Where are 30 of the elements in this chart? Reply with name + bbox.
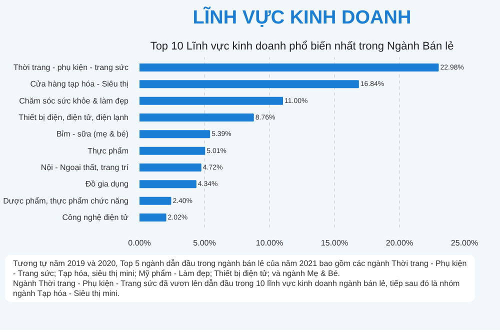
x-tick-label: 0.00% [128,238,151,248]
y-tick-label: Cửa hàng tạp hóa - Siêu thị [30,80,129,89]
y-tick-label: Dược phẩm, thực phẩm chức năng [3,196,129,206]
bar [140,196,172,205]
chart-title: LĨNH VỰC KINH DOANH [192,6,412,28]
y-tick-label: Công nghệ điện tử [62,213,130,222]
bar [140,214,166,222]
bar [140,146,206,155]
bar [140,96,283,105]
bar [140,164,202,172]
y-tick-label: Bỉm - sữa (mẹ & bé) [56,130,129,139]
bar [140,80,359,88]
bar [140,180,196,188]
text: Tương tự năm 2019 và 2020, Top 5 ngành dẫn đầu trong ngành bán lẻ của năm 2021 bao gồm các ngành Thời trang - Phụ kiện - Trang sức; Tạp hóa, siêu thị mini; Mỹ phẩm - Làm đẹp; Thiết bị điện tử; và ngành Mẹ & Bé. [13,259,467,278]
x-tick-label: 15.00% [320,238,348,248]
bar [140,64,439,72]
x-tick-label: 10.00% [256,238,284,248]
y-tick-label: Thiết bị điện, điện tử, điện lạnh [18,113,129,122]
y-tick-label: Chăm sóc sức khỏe & làm đẹp [19,96,130,106]
y-tick-label: Thực phẩm [88,146,129,156]
text: Ngành Thời trang - Phụ kiện - Trang sức đã vươn lên dẫn đầu trong 10 lĩnh vực kinh doanh ngành bán lẻ, tiếp sau đó là nhóm ngành Tạp hóa - Siêu thị mini. [13,279,461,298]
x-tick-label: 5.00% [193,238,216,248]
bar [140,130,210,138]
y-tick-label: Nội - Ngoại thất, trang trí [40,163,130,172]
x-tick-label: 20.00% [386,238,414,248]
y-tick-label: Thời trang - phụ kiện - trang sức [13,63,128,72]
chart-subtitle: Top 10 Lĩnh vực kinh doanh phổ biến nhất trong Ngành Bán lẻ [150,40,454,52]
x-tick-label: 25.00% [450,238,478,248]
y-tick-label: Đồ gia dụng [85,180,129,189]
bar [140,114,254,122]
